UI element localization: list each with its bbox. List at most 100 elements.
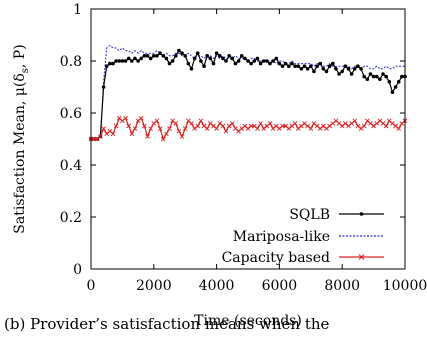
data-point <box>221 56 225 61</box>
data-point <box>290 61 294 66</box>
series-capacity-based <box>88 115 408 142</box>
data-point <box>161 54 166 58</box>
data-point <box>255 126 260 131</box>
data-point <box>267 121 273 126</box>
data-point <box>186 61 191 66</box>
data-point <box>381 72 385 76</box>
data-point <box>249 61 253 66</box>
data-point <box>296 64 301 68</box>
data-point <box>352 67 357 71</box>
data-point <box>349 72 354 76</box>
data-point <box>129 131 135 137</box>
data-point <box>108 61 112 66</box>
data-point <box>177 48 181 53</box>
data-point <box>170 59 175 63</box>
data-point <box>154 118 160 124</box>
data-point <box>204 126 210 131</box>
data-point <box>205 54 209 58</box>
data-point <box>167 126 172 131</box>
data-point <box>230 56 235 61</box>
data-point <box>258 121 263 126</box>
data-point <box>148 56 153 61</box>
data-point <box>246 59 250 63</box>
data-point <box>195 51 200 55</box>
data-point <box>182 126 188 131</box>
data-point <box>158 51 162 55</box>
data-point <box>183 54 187 58</box>
data-point <box>283 61 288 66</box>
data-point <box>155 54 159 58</box>
data-point <box>299 67 304 71</box>
data-point <box>236 59 241 63</box>
data-point <box>280 64 285 68</box>
data-point <box>214 126 219 131</box>
data-point <box>239 54 244 58</box>
data-point <box>356 64 360 68</box>
data-point <box>195 123 201 129</box>
data-point <box>362 74 366 79</box>
series-line-mariposa-like <box>91 44 405 140</box>
data-point <box>179 134 185 139</box>
data-point <box>138 115 144 121</box>
data-point <box>148 126 153 131</box>
data-point <box>229 121 235 126</box>
data-point <box>113 123 119 129</box>
x-tick-label: 0 <box>87 278 96 294</box>
data-point <box>173 54 178 58</box>
data-point <box>378 77 382 81</box>
y-tick-label: 0.6 <box>60 106 82 122</box>
data-point <box>164 56 169 61</box>
data-point <box>130 59 134 63</box>
data-point <box>220 123 226 129</box>
data-point <box>308 126 314 131</box>
legend-label: Capacity based <box>222 250 330 266</box>
data-point <box>252 59 257 63</box>
data-point <box>365 77 370 81</box>
data-point <box>198 118 204 124</box>
data-point <box>327 64 332 68</box>
data-point <box>167 61 172 66</box>
data-point <box>132 126 138 131</box>
data-point <box>139 56 144 61</box>
data-point <box>361 123 367 129</box>
legend-marker <box>358 254 365 260</box>
data-point <box>302 64 307 68</box>
data-point <box>145 54 150 58</box>
legend: SQLB Mariposa-like Capacity based <box>222 207 384 266</box>
data-point <box>258 61 263 66</box>
data-point <box>104 64 109 68</box>
x-tick-label: 2000 <box>136 278 172 294</box>
data-point <box>152 54 156 58</box>
legend-marker <box>359 212 364 216</box>
data-point <box>120 59 125 63</box>
data-point <box>110 131 116 137</box>
data-point <box>368 72 373 76</box>
data-point <box>176 128 182 134</box>
data-point <box>243 56 247 61</box>
data-point <box>340 69 345 74</box>
y-tick-label: 1 <box>73 2 82 18</box>
data-point <box>142 54 147 58</box>
data-point <box>330 61 335 66</box>
data-point <box>136 59 140 63</box>
data-point <box>318 61 323 66</box>
data-point <box>214 51 219 55</box>
data-point <box>292 121 298 126</box>
data-point <box>145 134 150 139</box>
data-point <box>343 64 348 68</box>
data-point <box>312 69 316 74</box>
data-point <box>390 90 395 94</box>
data-point <box>111 61 115 66</box>
data-point <box>101 126 106 131</box>
data-point <box>114 59 118 63</box>
data-point <box>346 67 351 71</box>
data-point <box>157 126 163 131</box>
data-point <box>164 131 169 137</box>
data-point <box>268 61 272 66</box>
data-point <box>123 59 128 63</box>
data-point <box>387 80 392 84</box>
figure-caption: (b) Provider’s satisfaction means when t… <box>4 315 330 333</box>
data-point <box>189 67 194 71</box>
data-point <box>160 136 166 142</box>
